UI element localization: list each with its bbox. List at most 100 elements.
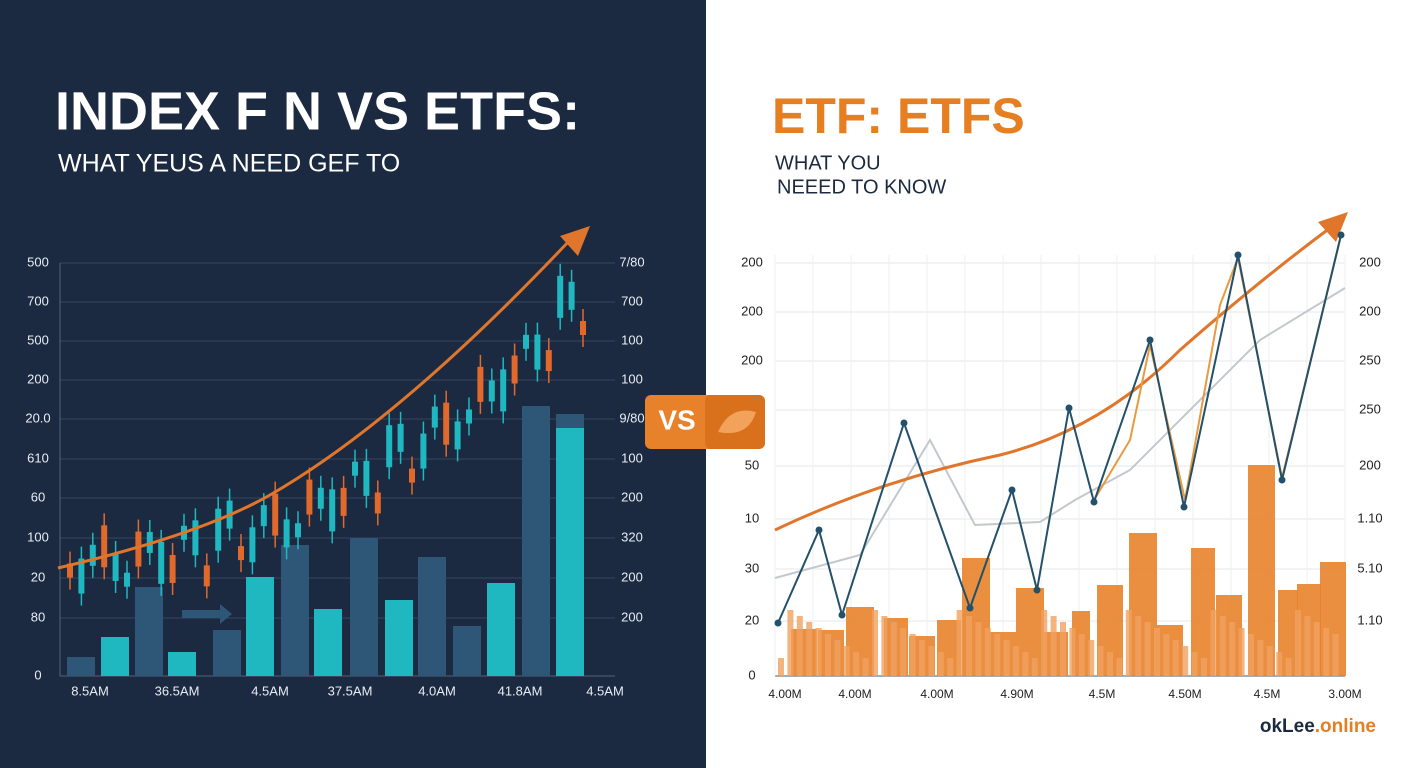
candle: [534, 334, 541, 370]
x-tick-label: 36.5AM: [155, 683, 200, 698]
y-tick-label: 20: [745, 612, 759, 627]
x-tick-label: 4.00M: [920, 687, 953, 701]
y2-tick-label: 1.10: [1357, 612, 1382, 627]
y-tick-label: 0: [748, 667, 755, 682]
point: [1090, 498, 1098, 506]
brand: okLee.online: [1260, 716, 1376, 737]
candle: [477, 366, 484, 402]
candle: [295, 523, 301, 538]
bar: [1154, 628, 1160, 676]
point: [1146, 336, 1154, 344]
y2-tick-label: 1.10: [1357, 510, 1382, 525]
bar: [1125, 610, 1132, 676]
bar: [846, 607, 874, 676]
y2-tick-label: 320: [621, 529, 643, 544]
point: [774, 619, 782, 627]
y-tick-label: 200: [741, 254, 763, 269]
bar: [1257, 640, 1264, 676]
bar: [522, 406, 550, 676]
bar: [556, 414, 584, 676]
bar: [1016, 588, 1044, 676]
candle: [249, 527, 256, 563]
trend-arrowhead: [560, 226, 590, 256]
y2-tick-label: 250: [1359, 352, 1381, 367]
x-tick-label: 4.50M: [1168, 687, 1201, 701]
bar: [385, 600, 413, 676]
bar: [1069, 628, 1076, 676]
bar: [825, 634, 831, 676]
candle: [523, 334, 529, 349]
y2-tick-label: 250: [1359, 401, 1381, 416]
bar: [1097, 646, 1104, 676]
candle: [283, 519, 290, 548]
bar: [1129, 533, 1157, 676]
y2-tick-label: 100: [621, 450, 643, 465]
y2-tick-label: 100: [621, 371, 643, 386]
bar: [1107, 652, 1113, 676]
candle: [374, 492, 381, 514]
trend-arrowhead: [1318, 212, 1348, 242]
candle: [386, 425, 393, 468]
bar: [966, 616, 972, 676]
bar: [1088, 640, 1095, 676]
right-subtitle: WHAT YOU: [775, 152, 881, 174]
y-tick-label: 200: [27, 371, 49, 386]
badge-icon: [718, 410, 756, 434]
x-tick-label: 3.00M: [1328, 687, 1361, 701]
y2-tick-label: 200: [1359, 457, 1381, 472]
candle: [192, 520, 199, 556]
y-tick-label: 10: [745, 510, 759, 525]
bar: [984, 628, 991, 676]
y-tick-label: 200: [741, 303, 763, 318]
candle: [135, 531, 142, 567]
x-tick-label: 4.5AM: [586, 683, 624, 698]
candle: [89, 544, 96, 566]
bar: [909, 634, 916, 676]
bar: [975, 622, 982, 676]
bar: [350, 538, 378, 676]
candle: [215, 508, 222, 551]
right-chart: 2002002001005010302002002002502502001.10…: [741, 212, 1383, 701]
y2-tick-label: 9/80: [619, 410, 644, 425]
candle: [329, 489, 336, 532]
candle: [580, 321, 586, 336]
candle: [340, 487, 347, 516]
point: [1065, 404, 1073, 412]
bar: [1144, 622, 1151, 676]
bar: [872, 610, 878, 676]
candle: [306, 479, 313, 515]
bar: [1116, 658, 1123, 676]
bar: [1276, 652, 1283, 676]
bar: [956, 610, 963, 676]
bar: [928, 646, 935, 676]
candle: [397, 423, 404, 452]
candle: [466, 409, 472, 424]
bar: [1050, 616, 1057, 676]
bar: [1163, 634, 1170, 676]
bar: [919, 640, 925, 676]
bar: [213, 630, 241, 676]
candle: [158, 541, 165, 584]
candle: [260, 505, 267, 527]
left-title: INDEX F N VS ETFS:: [55, 81, 580, 141]
y-tick-label: 20: [31, 569, 45, 584]
bar: [1323, 628, 1330, 676]
candle: [420, 433, 427, 469]
candle: [568, 281, 575, 310]
bar: [1238, 628, 1245, 676]
y2-tick-label: 200: [1359, 254, 1381, 269]
y-tick-label: 50: [745, 457, 759, 472]
bar: [843, 646, 850, 676]
bar: [1304, 616, 1311, 676]
y-tick-label: 60: [31, 489, 45, 504]
bar: [881, 616, 888, 676]
point: [1337, 231, 1345, 239]
trend-line: [57, 238, 572, 570]
bar: [1332, 634, 1339, 676]
x-tick-label: 4.5AM: [251, 683, 289, 698]
y-tick-label: 80: [31, 609, 45, 624]
x-tick-label: 37.5AM: [328, 683, 373, 698]
bar: [1078, 634, 1085, 676]
bar: [853, 652, 860, 676]
brand-name: okLee: [1260, 716, 1315, 737]
